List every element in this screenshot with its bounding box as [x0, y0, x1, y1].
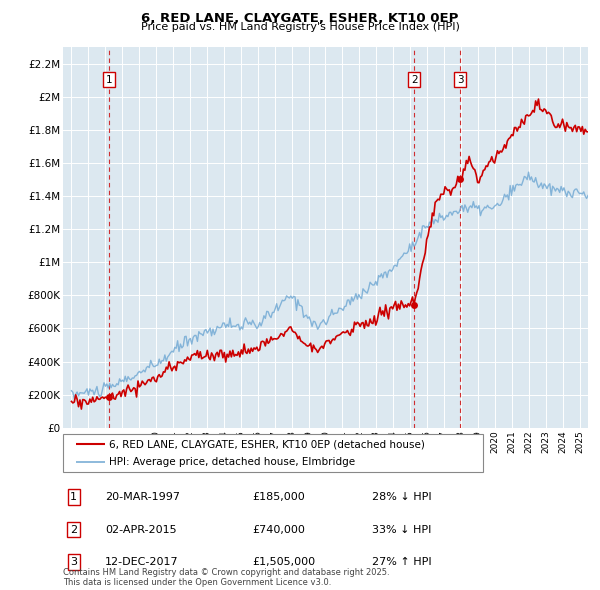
- Text: 3: 3: [457, 74, 463, 84]
- Text: 1: 1: [106, 74, 112, 84]
- Text: 27% ↑ HPI: 27% ↑ HPI: [372, 557, 431, 567]
- Text: 3: 3: [70, 557, 77, 567]
- Text: 28% ↓ HPI: 28% ↓ HPI: [372, 492, 431, 502]
- Text: 02-APR-2015: 02-APR-2015: [105, 525, 176, 535]
- FancyBboxPatch shape: [63, 434, 483, 472]
- Text: Contains HM Land Registry data © Crown copyright and database right 2025.
This d: Contains HM Land Registry data © Crown c…: [63, 568, 389, 587]
- Text: 2: 2: [411, 74, 418, 84]
- Text: 6, RED LANE, CLAYGATE, ESHER, KT10 0EP (detached house): 6, RED LANE, CLAYGATE, ESHER, KT10 0EP (…: [109, 440, 425, 450]
- Text: 33% ↓ HPI: 33% ↓ HPI: [372, 525, 431, 535]
- Text: £185,000: £185,000: [252, 492, 305, 502]
- Text: 20-MAR-1997: 20-MAR-1997: [105, 492, 180, 502]
- Text: 12-DEC-2017: 12-DEC-2017: [105, 557, 179, 567]
- Text: 1: 1: [70, 492, 77, 502]
- Text: Price paid vs. HM Land Registry's House Price Index (HPI): Price paid vs. HM Land Registry's House …: [140, 22, 460, 32]
- Text: 2: 2: [70, 525, 77, 535]
- Text: £740,000: £740,000: [252, 525, 305, 535]
- Text: HPI: Average price, detached house, Elmbridge: HPI: Average price, detached house, Elmb…: [109, 457, 355, 467]
- Text: 6, RED LANE, CLAYGATE, ESHER, KT10 0EP: 6, RED LANE, CLAYGATE, ESHER, KT10 0EP: [142, 12, 458, 25]
- Text: £1,505,000: £1,505,000: [252, 557, 315, 567]
